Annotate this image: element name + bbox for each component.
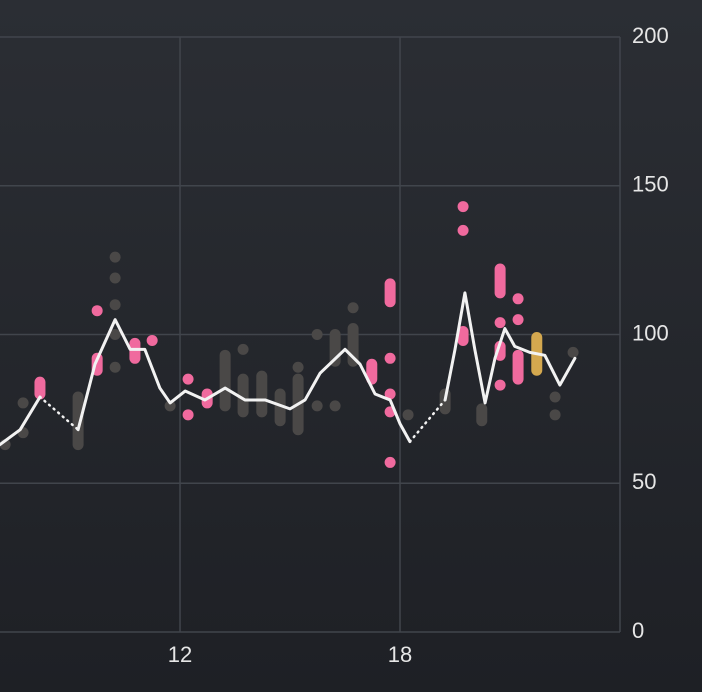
marker bbox=[329, 400, 341, 412]
marker bbox=[549, 409, 561, 421]
marker bbox=[292, 361, 304, 373]
marker bbox=[311, 329, 323, 340]
marker bbox=[567, 346, 579, 358]
y-tick-label: 50 bbox=[632, 469, 656, 494]
marker bbox=[109, 329, 121, 340]
marker bbox=[347, 302, 359, 314]
marker bbox=[109, 272, 121, 284]
marker bbox=[457, 224, 469, 236]
marker bbox=[182, 373, 194, 385]
marker bbox=[457, 201, 469, 213]
x-tick-label: 12 bbox=[168, 642, 192, 667]
marker bbox=[384, 352, 396, 364]
marker bbox=[512, 293, 524, 305]
marker bbox=[494, 379, 506, 391]
marker bbox=[17, 397, 29, 409]
marker bbox=[182, 409, 194, 421]
marker bbox=[512, 314, 524, 326]
y-tick-label: 0 bbox=[632, 618, 644, 643]
y-tick-label: 100 bbox=[632, 320, 669, 345]
marker bbox=[311, 400, 323, 412]
marker bbox=[109, 299, 121, 311]
trend-line bbox=[443, 291, 577, 405]
y-tick-label: 150 bbox=[632, 172, 669, 197]
marker bbox=[384, 388, 396, 400]
marker bbox=[109, 251, 121, 263]
marker bbox=[146, 334, 158, 346]
trend-line bbox=[76, 318, 412, 444]
x-tick-label: 18 bbox=[388, 642, 412, 667]
marker bbox=[237, 343, 249, 355]
marker bbox=[549, 391, 561, 403]
marker bbox=[109, 361, 121, 373]
y-tick-label: 200 bbox=[632, 23, 669, 48]
marker bbox=[494, 317, 506, 329]
marker bbox=[402, 409, 414, 421]
marker bbox=[91, 305, 103, 317]
marker bbox=[164, 400, 176, 412]
marker bbox=[384, 456, 396, 468]
trend-line bbox=[38, 395, 80, 431]
trend-line bbox=[0, 395, 42, 447]
